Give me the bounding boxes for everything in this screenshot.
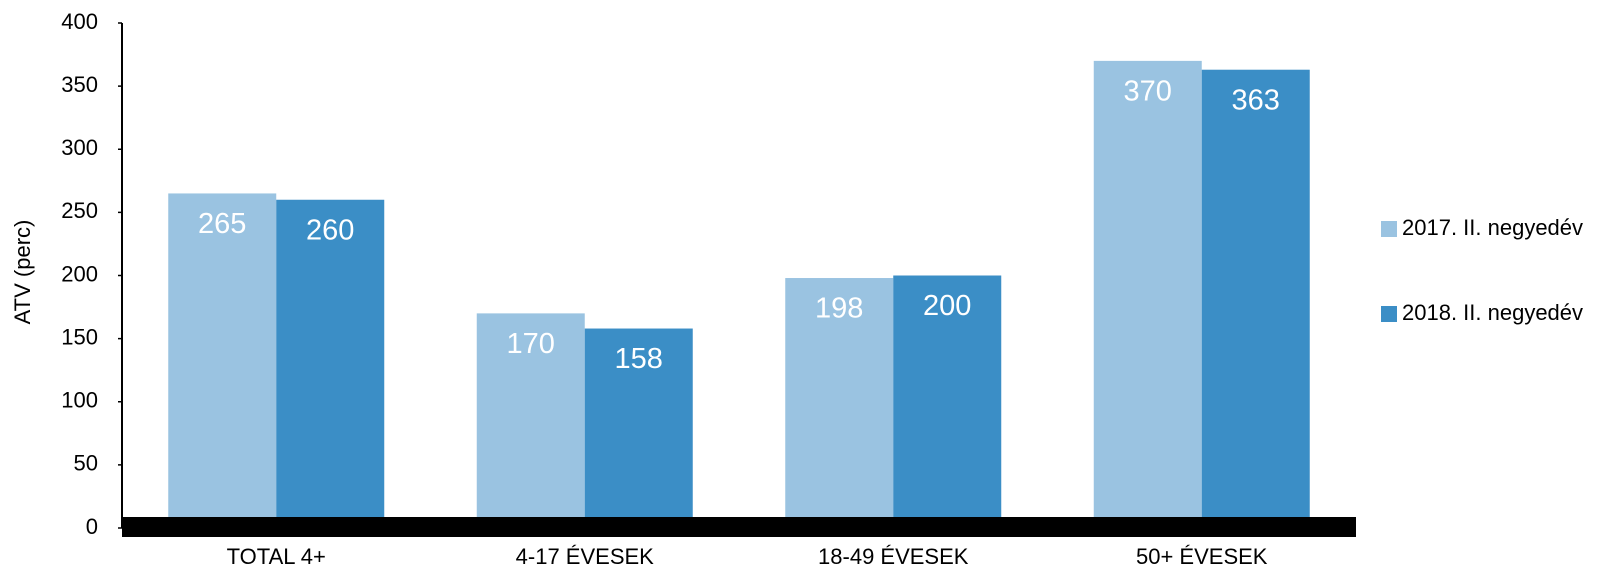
- y-tick-label: 400: [61, 9, 98, 34]
- data-label: 370: [1124, 76, 1172, 108]
- y-tick-label: 350: [61, 72, 98, 97]
- data-label: 260: [306, 214, 354, 246]
- bar: [1093, 60, 1202, 528]
- legend-label: 2017. II. negyedév: [1402, 215, 1583, 240]
- data-label: 170: [507, 328, 555, 360]
- data-label: 363: [1232, 84, 1280, 116]
- bar: [276, 199, 385, 528]
- bar: [168, 193, 277, 528]
- bar: [893, 275, 1002, 528]
- y-tick-label: 200: [61, 261, 98, 286]
- data-label: 198: [815, 293, 863, 325]
- x-tick-label: 4-17 ÉVESEK: [516, 544, 655, 569]
- bar: [1201, 69, 1310, 529]
- bar: [785, 278, 894, 528]
- legend-swatch: [1381, 221, 1397, 237]
- y-tick-label: 300: [61, 135, 98, 160]
- data-label: 200: [923, 290, 971, 322]
- bar: [476, 313, 585, 528]
- legend-label: 2018. II. negyedév: [1402, 300, 1583, 325]
- x-tick-label: 18-49 ÉVESEK: [818, 544, 969, 569]
- data-label: 265: [198, 208, 246, 240]
- x-tick-label: 50+ ÉVESEK: [1136, 544, 1268, 569]
- legend-swatch: [1381, 306, 1397, 322]
- y-tick-label: 0: [86, 514, 98, 539]
- x-axis: [122, 517, 1356, 537]
- y-tick-label: 100: [61, 388, 98, 413]
- y-tick-label: 250: [61, 198, 98, 223]
- y-axis-label: ATV (perc): [10, 220, 35, 325]
- y-tick-label: 50: [74, 451, 98, 476]
- x-tick-label: TOTAL 4+: [227, 544, 326, 569]
- data-label: 158: [615, 343, 663, 375]
- y-tick-label: 150: [61, 324, 98, 349]
- bar: [584, 328, 693, 528]
